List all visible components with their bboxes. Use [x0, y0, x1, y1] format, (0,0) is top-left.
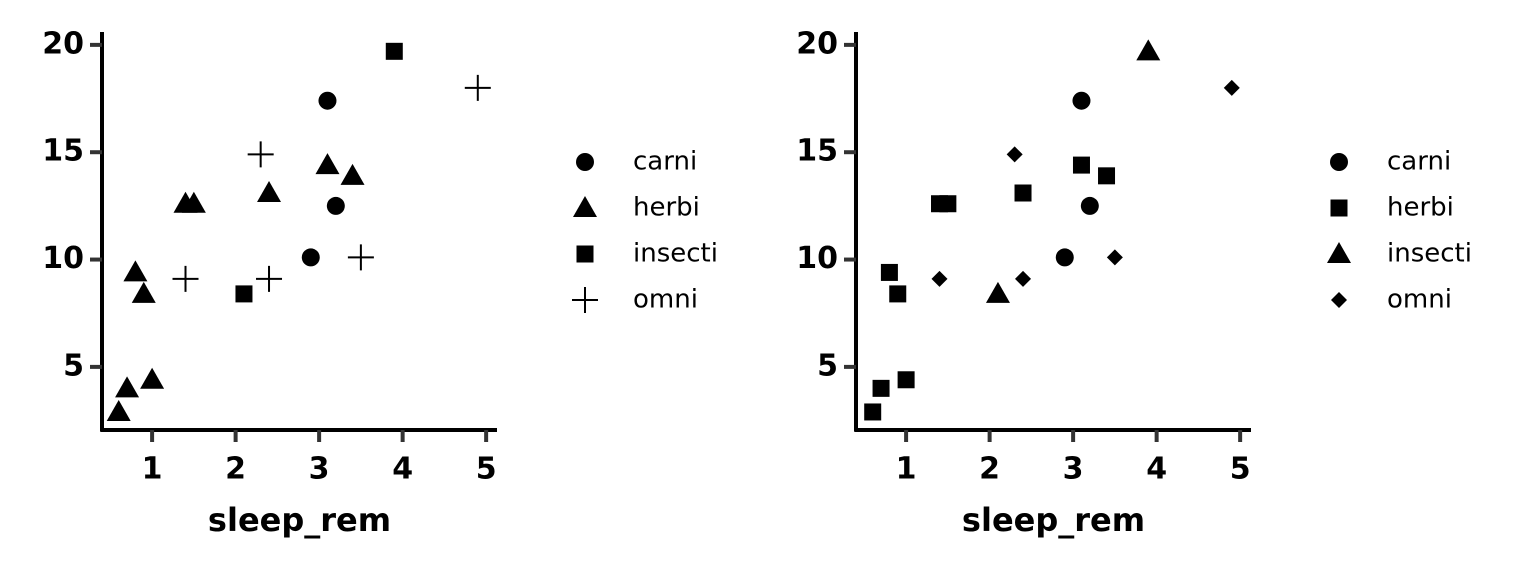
- point: [181, 191, 206, 213]
- x-tick-label: 3: [309, 452, 330, 487]
- point: [864, 403, 882, 421]
- point: [1014, 184, 1032, 202]
- point: [1136, 39, 1161, 61]
- point: [315, 153, 340, 175]
- point: [140, 367, 165, 389]
- legend-label: herbi: [1387, 193, 1454, 223]
- point: [1072, 91, 1091, 110]
- point: [347, 244, 374, 271]
- point: [340, 163, 365, 185]
- point: [326, 196, 345, 215]
- point: [115, 376, 140, 398]
- legend-label: insecti: [1387, 239, 1472, 269]
- y-tick-label: 10: [42, 241, 84, 276]
- y-tick-label: 20: [42, 26, 84, 61]
- legend-label: insecti: [633, 239, 718, 269]
- point: [1098, 167, 1116, 185]
- legend-label: omni: [633, 285, 698, 315]
- x-tick-label: 4: [1146, 452, 1167, 487]
- y-tick-label: 5: [63, 348, 84, 383]
- point: [123, 260, 148, 282]
- point: [1055, 248, 1074, 267]
- point: [106, 399, 131, 421]
- legend-marker: [573, 196, 597, 217]
- point: [931, 270, 948, 287]
- point: [172, 265, 199, 292]
- point: [235, 285, 253, 303]
- legend-marker: [572, 287, 598, 313]
- legend-label: carni: [633, 147, 697, 177]
- legend-label: carni: [1387, 147, 1451, 177]
- legend-marker: [1330, 199, 1348, 217]
- point: [131, 281, 156, 303]
- x-tick-label: 5: [476, 452, 497, 487]
- x-tick-label: 2: [979, 452, 1000, 487]
- legend-marker: [576, 245, 594, 263]
- x-tick-label: 5: [1230, 452, 1251, 487]
- point: [247, 141, 274, 168]
- point: [385, 42, 403, 60]
- legend-marker: [1331, 292, 1347, 308]
- point: [1006, 146, 1023, 163]
- y-tick-label: 10: [796, 241, 838, 276]
- x-axis-label: sleep_rem: [962, 501, 1145, 539]
- y-tick-label: 5: [817, 348, 838, 383]
- point: [1080, 196, 1099, 215]
- legend-label: herbi: [633, 193, 700, 223]
- x-axis-label: sleep_rem: [208, 501, 391, 539]
- x-tick-label: 2: [225, 452, 246, 487]
- point: [1015, 270, 1032, 287]
- point: [985, 281, 1010, 303]
- point: [889, 285, 907, 303]
- legend-marker: [1330, 153, 1348, 171]
- y-tick-label: 15: [42, 134, 84, 169]
- point: [464, 74, 491, 101]
- x-tick-label: 3: [1063, 452, 1084, 487]
- legend-marker: [576, 153, 594, 171]
- point: [1106, 249, 1123, 266]
- x-tick-label: 1: [142, 452, 163, 487]
- point: [897, 371, 915, 389]
- point: [1072, 156, 1090, 174]
- x-tick-label: 4: [392, 452, 413, 487]
- x-tick-label: 1: [896, 452, 917, 487]
- point: [301, 248, 320, 267]
- legend-marker: [1327, 242, 1351, 263]
- legend-label: omni: [1387, 285, 1452, 315]
- point: [939, 195, 957, 213]
- point: [256, 265, 283, 292]
- y-tick-label: 15: [796, 134, 838, 169]
- point: [880, 263, 898, 281]
- y-tick-label: 20: [796, 26, 838, 61]
- point: [257, 181, 282, 203]
- point: [1223, 79, 1240, 96]
- point: [872, 379, 890, 397]
- point: [318, 91, 337, 110]
